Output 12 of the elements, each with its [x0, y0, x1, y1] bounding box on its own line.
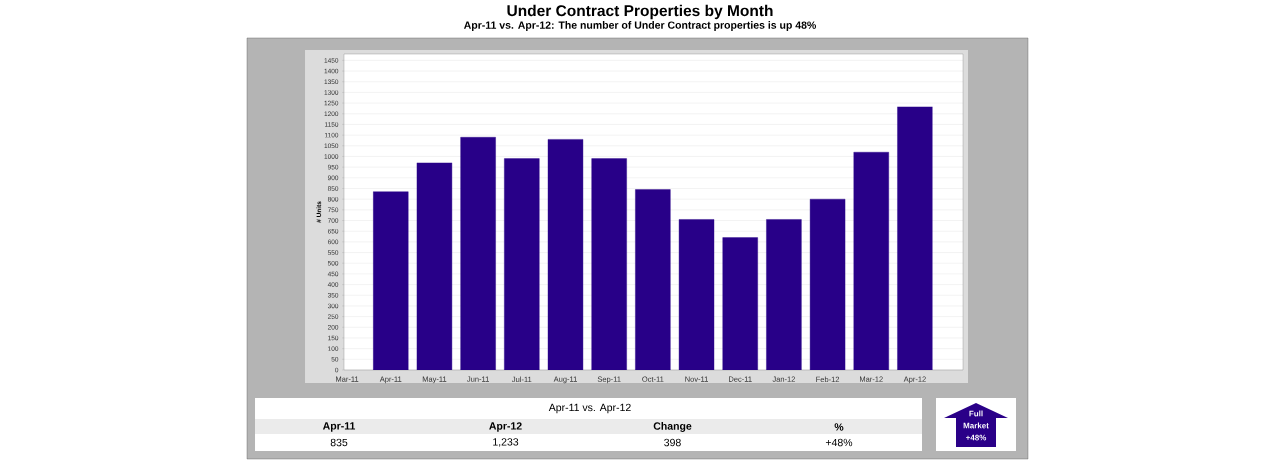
text: 1,233: [493, 438, 519, 447]
text: Change: [653, 422, 692, 432]
text: %: [834, 423, 844, 431]
text: 398: [664, 438, 681, 447]
chart-title: Under Contract Properties by Month: [507, 4, 773, 20]
chart-subtitle: Apr-11 vs. Apr-12: The number of Under Contract properties is up 48%: [463, 21, 816, 31]
text: Full Market +48%: [963, 410, 989, 441]
text: +48%: [825, 438, 853, 447]
text: Apr-11 vs. Apr-12: [548, 403, 631, 414]
text: Apr-11: [322, 422, 356, 432]
text: 835: [330, 438, 348, 447]
text: Apr-12: [489, 422, 522, 432]
